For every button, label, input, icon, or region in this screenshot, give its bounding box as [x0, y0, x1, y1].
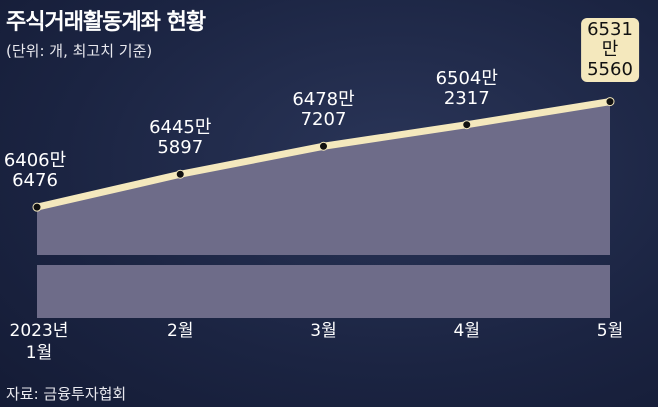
x-tick-label: 2월: [167, 321, 194, 341]
x-tick-label: 2023년 1월: [9, 321, 69, 363]
point: [605, 97, 615, 107]
chart-subtitle: (단위: 개, 최고치 기준): [6, 42, 153, 60]
point: [32, 202, 42, 212]
point: [462, 120, 472, 130]
data-label: 6478만 7207: [292, 89, 355, 131]
point: [175, 169, 185, 179]
x-tick-label: 5월: [596, 321, 624, 341]
data-label: 6504만 2317: [435, 67, 498, 109]
data-label: 6445만 5897: [149, 117, 212, 159]
chart-title: 주식거래활동계좌 현황: [6, 10, 206, 35]
axis-break-band: [37, 265, 610, 318]
data-label: 6406만 6476: [3, 150, 67, 192]
x-tick-label: 4월: [453, 321, 480, 341]
area: [37, 101, 610, 255]
data-label: 6531만 5560: [581, 17, 639, 82]
x-tick-label: 3월: [310, 321, 337, 341]
point: [319, 141, 328, 151]
source: 자료: 금융투자협회: [6, 385, 127, 403]
